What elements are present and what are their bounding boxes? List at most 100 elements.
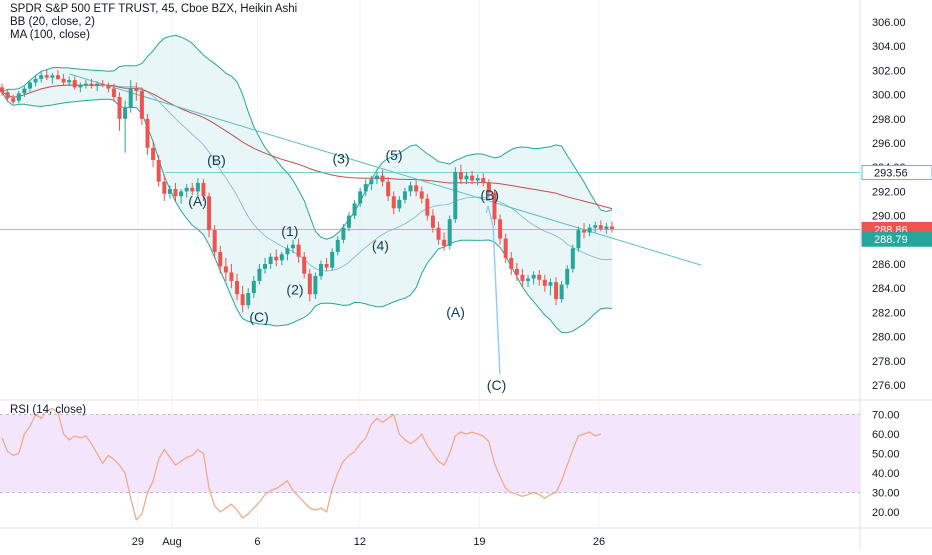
rsi-indicator-label[interactable]: RSI (14, close) <box>10 404 87 416</box>
candle-body <box>268 256 273 264</box>
candle-body <box>570 248 575 269</box>
projection-path <box>485 205 501 375</box>
candle-body <box>374 175 379 180</box>
candle-body <box>470 175 475 181</box>
wave-label: (4) <box>372 238 389 254</box>
bb-indicator-label[interactable]: BB (20, close, 2) <box>10 16 96 28</box>
candle-body <box>313 276 318 295</box>
wave-label: (2) <box>286 281 303 297</box>
candle-body <box>587 227 592 233</box>
candle-body <box>78 84 83 88</box>
candle-body <box>414 185 419 192</box>
candle-body <box>190 187 195 192</box>
price-tick-label: 276.00 <box>872 380 906 392</box>
price-tick-label: 296.00 <box>872 138 906 150</box>
candle-body <box>218 251 223 267</box>
price-tick-label: 302.00 <box>872 65 906 77</box>
candle-body <box>391 196 396 209</box>
time-tick-label: Aug <box>162 536 182 548</box>
price-tick-label: 290.00 <box>872 211 906 223</box>
candle-body <box>44 75 49 78</box>
candle-body <box>363 184 368 192</box>
candle-body <box>117 97 122 119</box>
price-tick-label: 284.00 <box>872 283 906 295</box>
time-tick-label: 12 <box>354 536 366 548</box>
candle-body <box>156 159 161 182</box>
candle-body <box>5 92 10 99</box>
candle-body <box>593 225 598 228</box>
time-tick-label: 26 <box>593 536 605 548</box>
candle-body <box>565 268 570 285</box>
candle-body <box>16 93 21 101</box>
candle-body <box>195 182 200 192</box>
wave-label: (B) <box>480 187 499 203</box>
candle-body <box>274 256 279 261</box>
candle-body <box>442 239 447 246</box>
candle-body <box>498 219 503 239</box>
candle-body <box>559 284 564 300</box>
price-tick-label: 304.00 <box>872 41 906 53</box>
price-tick-label: 298.00 <box>872 114 906 126</box>
candle-body <box>369 179 374 185</box>
chart-title: SPDR S&P 500 ETF TRUST, 45, Cboe BZX, He… <box>10 3 298 15</box>
candle-body <box>83 83 88 85</box>
candle-body <box>145 118 150 148</box>
candle-body <box>453 172 458 220</box>
candle-body <box>179 191 184 197</box>
candle-body <box>285 248 290 255</box>
candle-body <box>402 191 407 200</box>
candle-body <box>27 82 32 89</box>
price-tick-label: 300.00 <box>872 90 906 102</box>
price-tick-label: 280.00 <box>872 332 906 344</box>
time-tick-label: 19 <box>473 536 485 548</box>
candle-body <box>111 88 116 98</box>
candle-body <box>212 230 217 252</box>
candle-body <box>39 75 44 79</box>
candle-body <box>123 107 128 119</box>
candle-body <box>67 80 72 83</box>
candle-body <box>257 268 262 281</box>
candle-body <box>307 273 312 295</box>
candle-body <box>50 75 55 78</box>
rsi-legend: RSI (14, close) <box>10 404 86 417</box>
time-tick-label: 29 <box>132 536 144 548</box>
candle-body <box>352 203 357 216</box>
candle-body <box>436 227 441 240</box>
candle-body <box>173 188 178 197</box>
candle-body <box>151 147 156 160</box>
price-tick-label: 286.00 <box>872 259 906 271</box>
candle-body <box>341 227 346 240</box>
candle-body <box>486 182 491 193</box>
candle-body <box>134 88 139 91</box>
candle-body <box>72 80 77 88</box>
price-tick-label: 282.00 <box>872 307 906 319</box>
candle-body <box>22 88 27 94</box>
ma-indicator-label[interactable]: MA (100, close) <box>10 29 90 41</box>
candle-body <box>95 83 100 87</box>
rsi-tick-label: 20.00 <box>872 507 900 519</box>
candle-body <box>475 178 480 181</box>
rsi-tick-label: 60.00 <box>872 429 900 441</box>
wave-label: (3) <box>333 151 350 167</box>
candle-body <box>162 181 167 194</box>
price-tick-label: 306.00 <box>872 17 906 29</box>
candle-body <box>207 196 212 231</box>
candle-body <box>0 87 4 93</box>
candle-body <box>408 185 413 192</box>
candle-body <box>554 282 559 300</box>
candle-body <box>582 230 587 233</box>
rsi-band-fill <box>0 414 860 493</box>
rsi-line <box>1 407 601 521</box>
candle-body <box>302 256 307 274</box>
bollinger-band-fill <box>2 35 612 333</box>
candle-body <box>380 175 385 182</box>
candle-body <box>548 282 553 286</box>
rsi-tick-label: 30.00 <box>872 488 900 500</box>
candle-body <box>358 191 363 204</box>
price-tick-label: 278.00 <box>872 356 906 368</box>
candle-body <box>346 215 351 228</box>
price-tick-label: 292.00 <box>872 186 906 198</box>
price-tag-box <box>861 231 932 247</box>
